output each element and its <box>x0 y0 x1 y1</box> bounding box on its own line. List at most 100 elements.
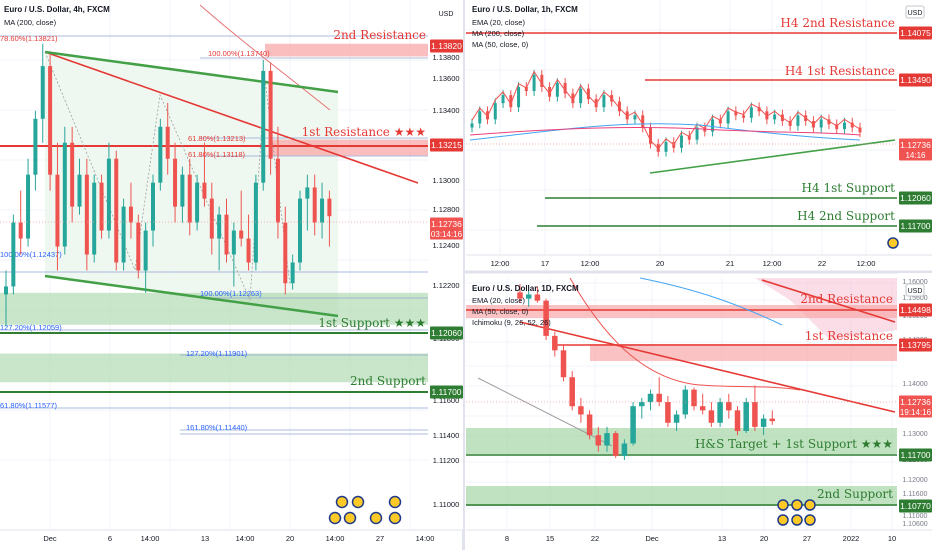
candle <box>33 118 38 175</box>
candle <box>40 66 45 119</box>
candle <box>320 198 325 223</box>
candle <box>158 126 163 183</box>
indicator-label: EMA (20, close) <box>472 296 525 305</box>
economic-event-icon[interactable] <box>777 514 789 526</box>
candle <box>26 174 31 239</box>
fib-label: 61.80%(1.11577) <box>0 401 57 410</box>
candle <box>151 182 155 231</box>
candle <box>517 292 523 299</box>
price-tag[interactable] <box>430 326 463 340</box>
chart-title: Euro / U.S. Dollar, 1D, FXCM <box>472 284 579 293</box>
annotation-label: H4 2nd Support <box>797 209 895 223</box>
trend-line-red <box>44 51 419 184</box>
economic-event-icon[interactable] <box>369 511 383 525</box>
annotation-label: 1st Resistance ★★★ <box>302 125 426 139</box>
candle <box>298 198 302 263</box>
price-tag[interactable] <box>899 448 932 462</box>
price-axis[interactable] <box>428 0 463 530</box>
candle <box>673 414 680 423</box>
price-tag[interactable] <box>899 303 932 317</box>
price-tag[interactable] <box>899 499 932 513</box>
economic-event-icon[interactable] <box>343 511 357 525</box>
economic-event-icon[interactable] <box>804 499 816 511</box>
candle <box>217 214 222 239</box>
price-tag-value: 1.12736 <box>900 140 931 150</box>
price-tag[interactable] <box>899 219 932 233</box>
chart-4h[interactable]: 78.60%(1.13821) 100.00%(1.13740) 61.80%(1.… <box>0 0 463 543</box>
candle <box>788 121 792 126</box>
price-tag[interactable] <box>899 191 932 205</box>
economic-event-icon[interactable] <box>887 237 899 249</box>
candle <box>560 350 567 378</box>
candle <box>478 111 482 124</box>
currency-box[interactable] <box>905 5 925 19</box>
candle <box>726 111 730 124</box>
price-tag[interactable] <box>899 395 932 418</box>
chart-1d[interactable]: 2nd Resistance 1st Resistance H&S Target +… <box>466 273 932 543</box>
trend-line-red <box>519 321 896 413</box>
candle <box>835 124 839 130</box>
price-tag-value: 1.13795 <box>900 340 931 350</box>
economic-event-icon[interactable] <box>777 499 789 511</box>
candle <box>143 230 148 271</box>
x-tick-label: 27 <box>803 534 811 543</box>
y-tick-label: 1.13000 <box>902 431 927 438</box>
candle <box>290 262 295 284</box>
indicator-label: MA (200, close) <box>472 29 525 38</box>
price-tag[interactable] <box>430 138 463 152</box>
economic-event-icon[interactable] <box>388 495 402 509</box>
candle <box>827 119 831 125</box>
candle <box>765 111 769 120</box>
y-tick-label: 1.13600 <box>432 74 459 83</box>
chart-1h[interactable]: H4 2nd Resistance H4 1st Resistance H4 1st… <box>466 0 932 268</box>
candle <box>261 70 266 183</box>
candle <box>595 435 602 446</box>
price-axis[interactable] <box>898 0 932 255</box>
y-tick-label: 1.12800 <box>432 205 459 214</box>
candle <box>532 74 536 92</box>
zone-1st-resistance <box>270 139 428 156</box>
economic-event-icon[interactable] <box>791 514 803 526</box>
candle <box>586 414 593 436</box>
candle <box>543 300 549 336</box>
economic-event-icon[interactable] <box>804 514 816 526</box>
currency-box[interactable] <box>905 283 925 297</box>
price-tag[interactable] <box>899 73 932 87</box>
price-tag-value: 1.12736 <box>431 219 462 229</box>
y-tick-label: 1.14000 <box>902 381 927 388</box>
y-tick-label: 1.11000 <box>903 513 928 520</box>
candle <box>718 119 722 124</box>
price-tag-value: 1.12060 <box>900 193 931 203</box>
annotation-label: 2nd Support <box>350 374 426 388</box>
candle <box>525 294 532 299</box>
candle <box>99 182 104 231</box>
candle <box>209 198 214 239</box>
price-tag[interactable] <box>430 217 463 240</box>
candle <box>665 402 671 423</box>
price-tag[interactable] <box>899 26 932 40</box>
x-tick-label: 6 <box>108 534 112 543</box>
y-tick-label: 1.11200 <box>433 456 460 465</box>
price-tag[interactable] <box>430 39 463 53</box>
candle <box>633 115 637 120</box>
candle <box>695 127 699 140</box>
annotation-label: 2nd Resistance <box>800 292 893 306</box>
candle <box>773 114 777 120</box>
indicator-label: Ichimoku (9, 26, 52, 26) <box>472 318 551 327</box>
price-tag[interactable] <box>899 138 932 161</box>
price-tag[interactable] <box>899 338 932 352</box>
economic-event-icon[interactable] <box>328 511 342 525</box>
economic-event-icon[interactable] <box>351 495 365 509</box>
trend-line-green <box>649 139 896 174</box>
y-tick-label: 1.11600 <box>903 491 928 498</box>
candle <box>470 123 474 128</box>
candle <box>796 115 800 126</box>
economic-event-icon[interactable] <box>388 511 402 525</box>
economic-event-icon[interactable] <box>335 495 349 509</box>
economic-event-icon[interactable] <box>791 499 803 511</box>
x-tick-label: 13 <box>718 534 726 543</box>
y-tick-label: 1.13000 <box>432 176 459 185</box>
candle <box>114 158 119 263</box>
price-tag[interactable] <box>430 385 463 399</box>
